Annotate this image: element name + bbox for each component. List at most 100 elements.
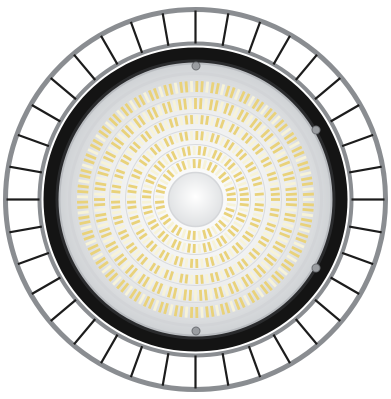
led-chip xyxy=(129,214,139,221)
led-chip xyxy=(173,133,179,144)
led-chip xyxy=(127,189,137,194)
led-chip xyxy=(280,127,292,137)
led-chip xyxy=(142,205,152,210)
led-chip xyxy=(269,181,279,187)
led-chip xyxy=(238,152,248,161)
led-chip xyxy=(223,250,231,260)
led-chip xyxy=(116,279,126,290)
led-chip xyxy=(211,149,218,160)
led-chip xyxy=(80,168,92,175)
screw xyxy=(311,263,321,273)
led-chip xyxy=(270,274,281,284)
led-chip xyxy=(251,247,261,256)
led-chip xyxy=(114,173,124,180)
led-chip xyxy=(176,240,182,251)
frame-rib xyxy=(9,225,43,234)
led-chip xyxy=(282,222,294,229)
led-chip xyxy=(195,274,199,285)
led-ring-track xyxy=(75,79,316,320)
led-chip xyxy=(161,233,170,243)
led-chip xyxy=(112,215,123,220)
led-chip xyxy=(231,145,240,154)
led-chip xyxy=(235,216,245,223)
led-chip xyxy=(205,306,210,318)
led-chip xyxy=(255,101,265,113)
led-chip xyxy=(239,202,249,207)
led-chip xyxy=(133,168,143,175)
led-chip xyxy=(144,130,153,140)
led-chip xyxy=(218,286,225,298)
led-chip xyxy=(120,158,130,166)
led-chip xyxy=(112,275,122,286)
led-chip xyxy=(120,233,130,241)
led-chip xyxy=(302,203,314,207)
led-chip xyxy=(124,124,135,135)
led-chip xyxy=(301,212,314,218)
center-cap xyxy=(167,171,224,228)
led-chip xyxy=(303,198,314,201)
led-chip xyxy=(158,86,165,98)
led-chip xyxy=(102,155,114,163)
led-chip xyxy=(223,232,232,241)
led-chip xyxy=(214,254,221,265)
led-chip xyxy=(277,155,289,163)
led-chip xyxy=(165,236,174,246)
led-chip xyxy=(227,228,236,237)
led-chip xyxy=(110,195,121,199)
led-chip xyxy=(200,258,204,268)
led-chip xyxy=(218,219,227,228)
led-chip xyxy=(170,150,178,161)
led-chip xyxy=(277,236,289,244)
led-chip xyxy=(107,244,119,254)
led-chip xyxy=(132,249,141,258)
led-chip xyxy=(267,277,277,288)
led-chip xyxy=(266,222,277,228)
led-chip xyxy=(227,283,235,295)
led-chip xyxy=(141,154,151,163)
led-chip xyxy=(163,251,170,262)
led-chip xyxy=(184,115,189,125)
led-chip xyxy=(214,134,221,145)
led-chip xyxy=(184,258,189,268)
led-chip xyxy=(177,288,183,300)
led-chip xyxy=(288,140,300,149)
led-chip xyxy=(288,250,300,259)
frame-rib xyxy=(31,276,61,295)
led-chip xyxy=(232,263,240,273)
led-chip xyxy=(188,289,192,301)
led-chip xyxy=(299,171,312,177)
frame-rib xyxy=(100,35,119,65)
led-chip xyxy=(238,186,249,192)
led-chip xyxy=(122,237,132,245)
led-chip xyxy=(197,159,202,169)
led-chip xyxy=(226,202,236,207)
led-chip xyxy=(238,296,246,309)
led-chip xyxy=(244,230,254,238)
led-chip xyxy=(95,181,107,187)
led-chip xyxy=(188,98,192,110)
led-chip xyxy=(189,274,194,284)
led-chip xyxy=(92,138,104,147)
led-array xyxy=(75,79,316,320)
frame-rib xyxy=(348,165,382,174)
led-chip xyxy=(218,101,225,113)
led-chip xyxy=(298,227,310,234)
led-chip xyxy=(161,284,168,297)
led-chip xyxy=(263,107,273,119)
led-chip xyxy=(131,173,141,180)
led-chip xyxy=(153,246,162,256)
led-chip xyxy=(255,286,265,298)
led-chip xyxy=(156,283,164,295)
led-chip xyxy=(98,227,111,234)
led-chip xyxy=(166,286,173,298)
led-chip xyxy=(259,104,269,116)
led-chip xyxy=(192,145,196,156)
led-chip xyxy=(242,93,251,105)
led-chip xyxy=(101,125,112,135)
led-chip xyxy=(197,230,202,240)
led-chip xyxy=(262,231,273,238)
led-chip xyxy=(177,99,183,111)
frame-rib xyxy=(221,352,230,386)
led-chip xyxy=(168,118,174,128)
